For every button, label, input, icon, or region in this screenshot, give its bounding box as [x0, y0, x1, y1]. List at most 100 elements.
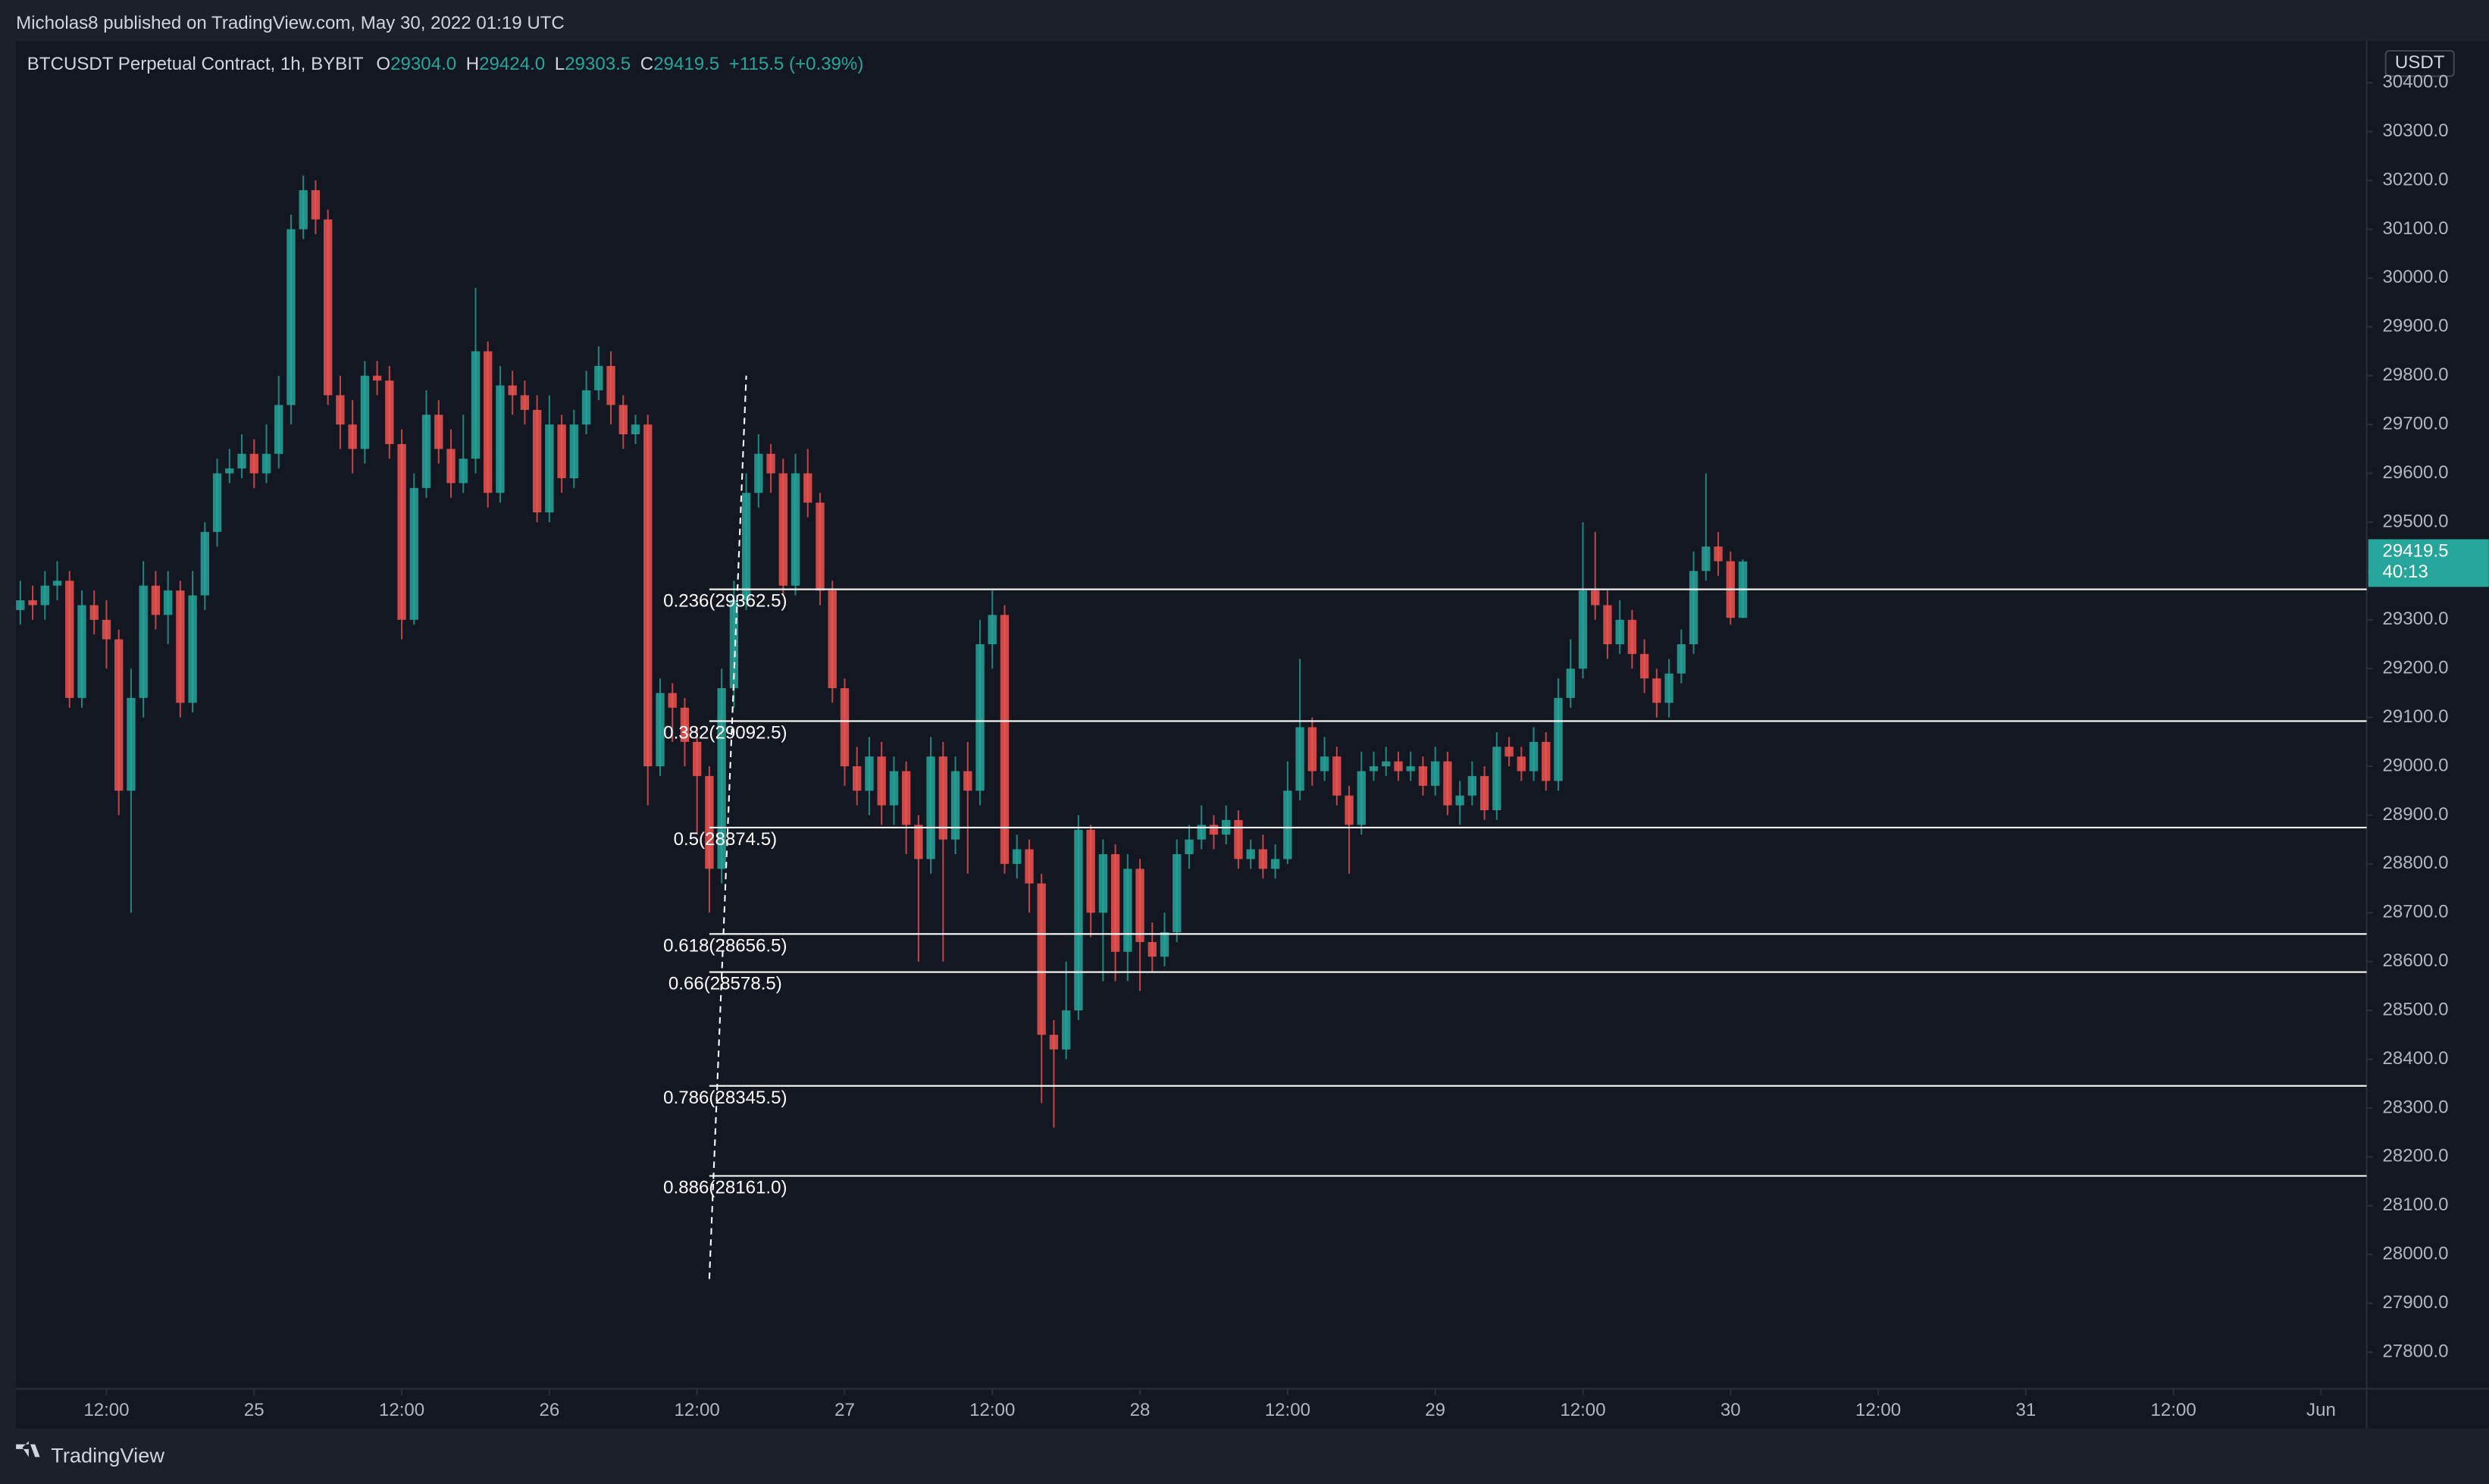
y-tick-label: 29600.0 — [2382, 462, 2448, 483]
candle-body — [1455, 795, 1464, 806]
candle-body — [1185, 839, 1194, 854]
fib-label: 0.618(28656.5) — [663, 935, 787, 956]
candle-body — [828, 590, 837, 688]
candle-body — [1172, 853, 1182, 933]
legend-key: H — [466, 54, 479, 74]
candle-body — [286, 229, 296, 405]
x-tick-label: 27 — [834, 1400, 855, 1420]
candle-body — [385, 380, 394, 444]
candle-body — [581, 390, 591, 425]
candle-body — [40, 585, 49, 606]
candle-body — [237, 453, 246, 469]
candle-body — [840, 687, 850, 767]
candle-body — [65, 581, 74, 698]
candle-body — [163, 590, 173, 615]
candle-body — [1664, 673, 1673, 703]
candle-body — [508, 385, 517, 396]
candle-body — [77, 605, 86, 698]
candle-body — [127, 697, 136, 791]
footer: TradingView — [51, 1444, 164, 1467]
candle-body — [274, 405, 283, 454]
x-tick-label: 12:00 — [1560, 1400, 1605, 1420]
y-tick-label: 28900.0 — [2382, 804, 2448, 825]
candle-body — [151, 585, 161, 615]
candle-body — [1049, 1035, 1059, 1050]
candle-body — [1677, 643, 1686, 674]
candle-body — [1295, 727, 1304, 791]
candle-body — [1258, 849, 1268, 869]
candle-body — [766, 453, 775, 474]
legend-value: 29419.5 — [653, 54, 719, 74]
candle-body — [741, 493, 751, 601]
y-tick-label: 29100.0 — [2382, 706, 2448, 727]
y-tick-label: 27800.0 — [2382, 1341, 2448, 1361]
x-tick-label: 26 — [539, 1400, 559, 1420]
candle-body — [1467, 775, 1477, 796]
price-axis — [2366, 41, 2489, 1389]
candle-body — [16, 600, 25, 610]
fib-label: 0.236(29362.5) — [663, 591, 787, 612]
candle-body — [1283, 791, 1292, 859]
candle-body — [1382, 761, 1391, 767]
y-tick-label: 27900.0 — [2382, 1292, 2448, 1313]
candle-body — [926, 756, 935, 859]
candle-body — [1074, 829, 1083, 1011]
legend-key: O — [376, 54, 390, 74]
candle-body — [865, 756, 874, 791]
candle-body — [249, 453, 258, 474]
logo — [16, 1441, 40, 1457]
candle-body — [1061, 1010, 1071, 1050]
candle-body — [1345, 795, 1354, 825]
fib-label: 0.66(28578.5) — [668, 974, 782, 994]
candle-body — [459, 459, 468, 484]
candle-body — [496, 385, 505, 493]
x-tick-label: 12:00 — [969, 1400, 1015, 1420]
candle-body — [1013, 849, 1022, 864]
candle-body — [188, 595, 197, 703]
candle-body — [668, 693, 677, 708]
candle-body — [28, 600, 37, 606]
candle-body — [421, 415, 431, 488]
candle-body — [901, 771, 911, 825]
y-tick-label: 28100.0 — [2382, 1194, 2448, 1215]
candle-body — [545, 424, 554, 513]
x-tick-label: 30 — [1720, 1400, 1741, 1420]
countdown: 40:13 — [2382, 562, 2428, 582]
candle-body — [1689, 571, 1698, 644]
candle-body — [569, 424, 579, 478]
candle-body — [975, 643, 985, 791]
candle-body — [1554, 697, 1563, 781]
y-tick-label: 29300.0 — [2382, 609, 2448, 629]
candle-body — [397, 443, 406, 620]
candle-body — [938, 756, 948, 840]
candle-body — [1369, 766, 1379, 772]
candle-body — [434, 415, 443, 449]
candle-body — [1702, 546, 1711, 571]
candle-body — [1332, 756, 1342, 796]
candle-body — [1627, 619, 1637, 654]
legend-change: +115.5 (+0.39%) — [729, 54, 864, 74]
currency-box — [2384, 49, 2455, 77]
y-tick-label: 29000.0 — [2382, 755, 2448, 775]
candle-body — [1492, 747, 1501, 811]
symbol: BTCUSDT Perpetual Contract, 1h, BYBIT — [27, 54, 364, 74]
candle-body — [311, 189, 321, 220]
fib-label: 0.382(29092.5) — [663, 723, 787, 744]
fib-label: 0.886(28161.0) — [663, 1178, 787, 1198]
candle-body — [323, 219, 333, 396]
trend-line — [708, 375, 747, 1279]
candle-body — [471, 351, 481, 459]
candle-body — [1000, 615, 1010, 864]
candle-body — [1160, 932, 1169, 957]
candle-body — [1479, 775, 1489, 811]
price-tag — [2368, 539, 2489, 587]
candle-body — [1135, 869, 1144, 942]
y-tick-label: 29900.0 — [2382, 316, 2448, 337]
candle-body — [705, 775, 714, 869]
candle-body — [114, 639, 124, 791]
y-tick-label: 28300.0 — [2382, 1097, 2448, 1117]
candle-body — [446, 449, 456, 484]
candle-body — [950, 771, 960, 840]
y-tick-label: 29500.0 — [2382, 511, 2448, 531]
